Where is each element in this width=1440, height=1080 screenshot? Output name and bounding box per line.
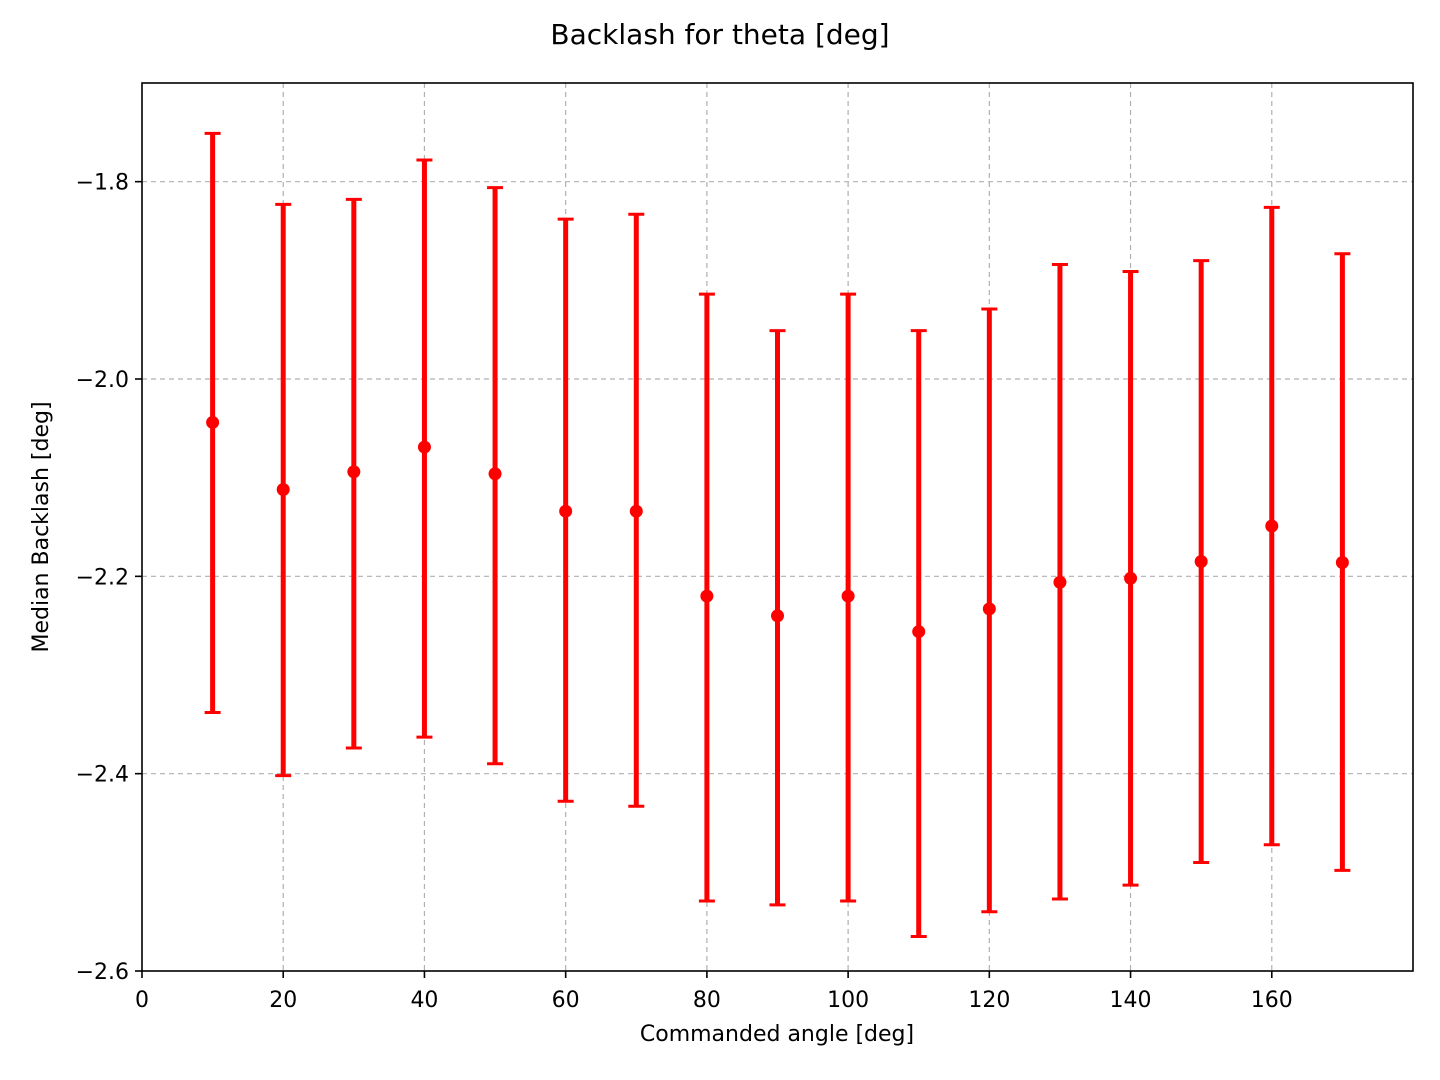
data-point <box>1265 519 1279 533</box>
x-tick-label: 60 <box>552 988 580 1013</box>
x-tick-label: 120 <box>968 988 1010 1013</box>
x-tick-label: 80 <box>693 988 721 1013</box>
x-tick-label: 40 <box>410 988 438 1013</box>
data-point <box>347 465 361 479</box>
data-point <box>1124 571 1138 585</box>
data-point <box>841 589 855 603</box>
data-point <box>1053 575 1067 589</box>
data-point <box>771 609 784 623</box>
y-tick-label: −2.4 <box>76 763 129 788</box>
x-axis-label: Commanded angle [deg] <box>640 1022 914 1047</box>
data-point <box>206 415 220 429</box>
data-point <box>1194 555 1208 569</box>
data-point <box>488 467 502 481</box>
data-point <box>629 504 643 518</box>
x-tick-label: 20 <box>269 988 297 1013</box>
y-tick-label: −2.6 <box>76 960 129 985</box>
data-point <box>417 440 431 454</box>
data-point <box>982 602 996 616</box>
x-tick-label: 100 <box>827 988 869 1013</box>
data-point <box>1335 556 1349 570</box>
data-point <box>912 625 926 639</box>
data-point <box>700 589 714 603</box>
plot-area-frame <box>141 82 1414 972</box>
axis-ticks: 0 20 40 60 80 100 120 140 160 −2.6 −2.4 −2.2 −2.0 −1.… <box>76 171 1293 1013</box>
chart-title: Backlash for theta [deg] <box>550 18 889 51</box>
y-tick-label: −2.2 <box>76 565 129 590</box>
x-tick-label: 140 <box>1110 988 1152 1013</box>
data-point <box>559 504 573 518</box>
x-tick-label: 160 <box>1251 988 1293 1013</box>
y-tick-label: −2.0 <box>76 368 129 393</box>
data-point <box>276 483 290 497</box>
y-axis-label: Median Backlash [deg] <box>29 401 54 652</box>
y-tick-label: −1.8 <box>76 171 129 196</box>
data-series <box>204 131 1351 938</box>
x-tick-label: 0 <box>135 988 149 1013</box>
